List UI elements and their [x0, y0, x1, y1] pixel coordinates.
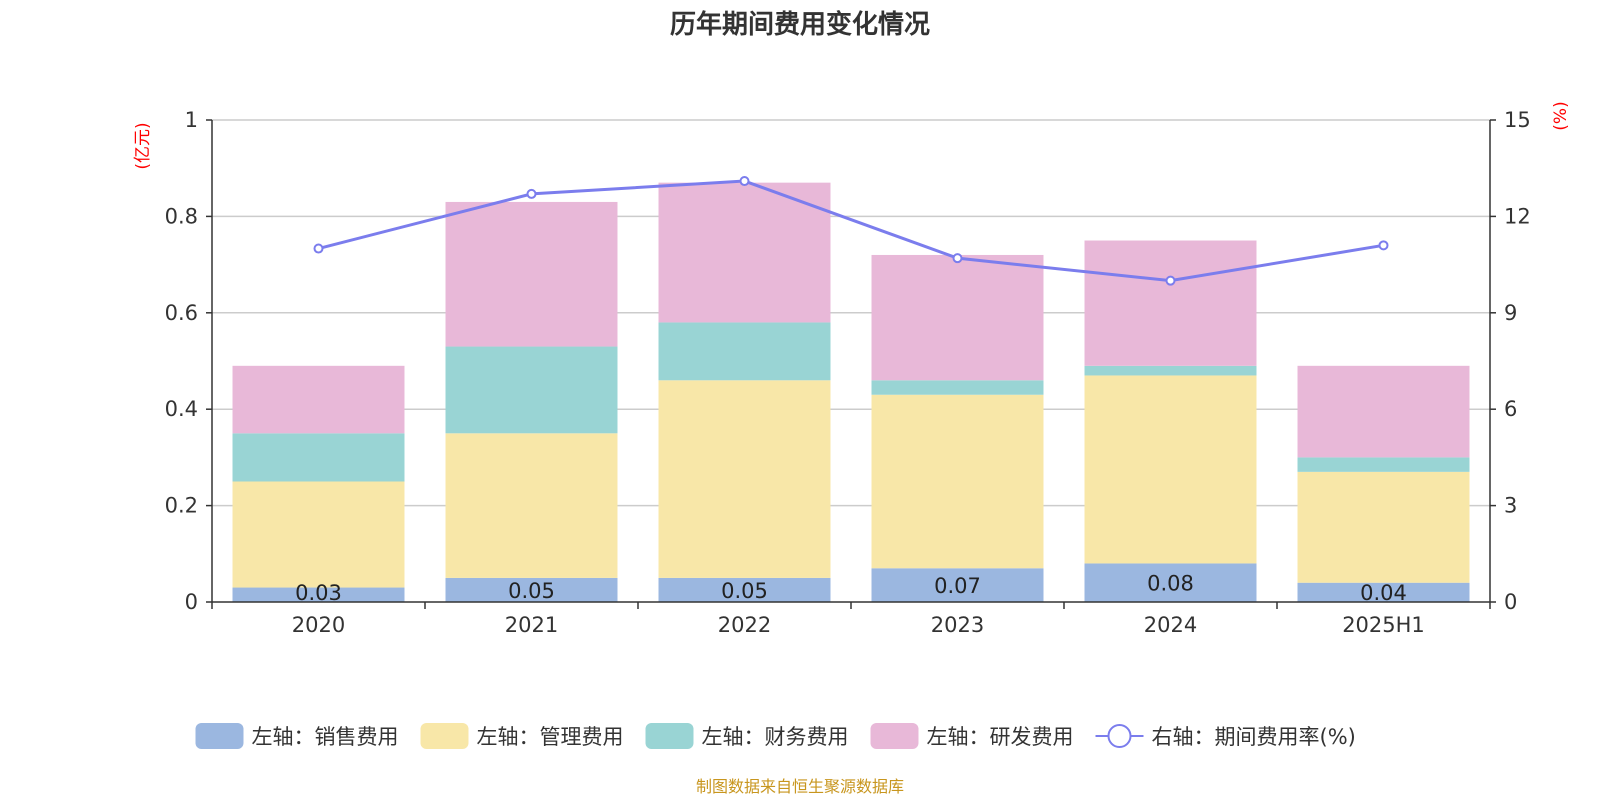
bar-segment — [445, 201, 618, 347]
bar-segment — [658, 182, 831, 323]
bar-segment — [232, 365, 405, 434]
left-tick-label: 0.6 — [165, 301, 198, 325]
right-tick-label: 0 — [1504, 590, 1517, 614]
bar-segment — [871, 254, 1044, 381]
right-tick-label: 9 — [1504, 301, 1517, 325]
bar-segment — [1084, 365, 1257, 376]
bar-segment — [1297, 471, 1470, 583]
x-tick-label: 2022 — [718, 613, 771, 637]
legend-swatch — [645, 723, 694, 749]
legend-swatch — [195, 723, 244, 749]
rate-line — [313, 176, 1389, 286]
rate-point — [952, 253, 963, 264]
bar-segment — [658, 380, 831, 578]
rate-point — [1165, 275, 1176, 286]
bar-segment — [1084, 240, 1257, 366]
bar-segment — [445, 346, 618, 434]
bar-segment — [1297, 457, 1470, 472]
rate-point — [1378, 240, 1389, 251]
right-tick-label: 3 — [1504, 494, 1517, 518]
bar-segment — [658, 322, 831, 381]
rate-line-path — [318, 179, 1384, 283]
bar-value-label: 0.08 — [1147, 572, 1194, 596]
bar-segment — [1084, 563, 1257, 602]
left-tick-label: 0 — [185, 590, 198, 614]
bar-segment — [1084, 375, 1257, 564]
grid-lines — [212, 119, 1490, 507]
legend-label: 左轴：研发费用 — [927, 725, 1074, 749]
left-tick-label: 0.8 — [165, 204, 198, 228]
bar-value-label: 0.04 — [1360, 581, 1407, 605]
bar-segment — [1297, 582, 1470, 602]
bar-segment — [232, 433, 405, 482]
left-tick-label: 1 — [185, 108, 198, 132]
legend-label: 左轴：销售费用 — [252, 725, 399, 749]
bar-segment — [871, 394, 1044, 569]
left-tick-label: 0.4 — [165, 397, 198, 421]
bar-segment — [1297, 365, 1470, 458]
rate-point — [313, 243, 324, 254]
bar-value-label: 0.07 — [934, 574, 981, 598]
bar-segment — [871, 568, 1044, 602]
bar-value-label: 0.03 — [295, 581, 342, 605]
legend: 左轴：销售费用 左轴：管理费用 左轴：财务费用 左轴：研发费用 右轴：期间费用率(%) — [195, 723, 1356, 749]
right-axis-unit: (%) — [1551, 101, 1571, 130]
chart-title: 历年期间费用变化情况 — [670, 9, 930, 40]
x-tick-label: 2024 — [1144, 613, 1197, 637]
legend-circle-marker — [1107, 724, 1132, 748]
bar-segment — [658, 577, 831, 602]
x-tick-label: 2021 — [505, 613, 558, 637]
bar-segment — [232, 587, 405, 602]
bar-value-label: 0.05 — [508, 579, 555, 603]
left-axis-unit: (亿元) — [133, 122, 153, 169]
right-tick-label: 15 — [1504, 108, 1531, 132]
legend-label: 左轴：财务费用 — [702, 725, 849, 749]
bar-segment — [445, 577, 618, 602]
legend-swatch — [870, 723, 919, 749]
bar-value-label: 0.05 — [721, 579, 768, 603]
x-tick-label: 2023 — [931, 613, 984, 637]
bar-segment — [445, 433, 618, 578]
legend-label: 右轴：期间费用率(%) — [1152, 725, 1356, 749]
left-tick-label: 0.2 — [165, 494, 198, 518]
legend-label: 左轴：管理费用 — [477, 725, 624, 749]
x-tick-label: 2020 — [292, 613, 345, 637]
bar-segment — [871, 380, 1044, 395]
axes: 0 0.2 0.4 0.6 0.8 1 0 3 6 9 12 15 2020 2021 2022 2023 20… — [165, 108, 1531, 637]
right-tick-label: 6 — [1504, 397, 1517, 421]
rate-point — [526, 188, 537, 199]
bar-segment — [232, 481, 405, 588]
bars — [232, 182, 1470, 602]
data-labels: 0.03 0.05 0.05 0.07 0.08 0.04 — [295, 572, 1407, 605]
source-note: 制图数据来自恒生聚源数据库 — [696, 777, 904, 796]
rate-point — [739, 176, 750, 187]
x-tick-label: 2025H1 — [1342, 613, 1425, 637]
legend-swatch — [420, 723, 469, 749]
right-tick-label: 12 — [1504, 204, 1531, 228]
